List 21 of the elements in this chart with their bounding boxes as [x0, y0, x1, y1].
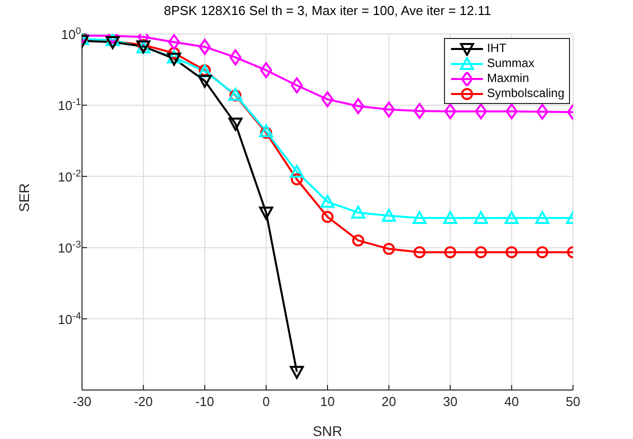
y-tick-label: 10$^{-3}$	[58, 239, 81, 256]
y-tick-label: 10$^{-2}$	[58, 168, 81, 184]
x-tick-label: 10	[320, 394, 335, 410]
x-tick-label: 50	[566, 394, 580, 410]
x-tick-label: -30	[72, 394, 92, 410]
x-tick-label: -10	[195, 394, 214, 410]
y-tick-label: 10$^{-4}$	[58, 310, 82, 327]
legend-label: Summax	[487, 56, 534, 71]
x-axis-title: SNR	[312, 423, 342, 439]
x-tick-label: 0	[262, 394, 270, 410]
x-tick-label: 40	[504, 394, 519, 410]
y-axis-title: SER	[16, 183, 32, 212]
chart-title: 8PSK 128X16 Sel th = 3, Max iter = 100, Ave iter = 12.11	[162, 3, 492, 18]
x-tick-label: 20	[382, 394, 396, 410]
x-tick-label: 30	[443, 394, 458, 410]
y-tick-label: 10$^{-1}$	[58, 96, 81, 114]
y-tick-label: 10$^{0}$	[61, 26, 82, 42]
legend-label: Maxmin	[487, 71, 530, 86]
legend-label: IHT	[487, 41, 506, 56]
x-tick-label: -20	[134, 394, 153, 410]
legend-label: Symbolscaling	[487, 86, 564, 101]
